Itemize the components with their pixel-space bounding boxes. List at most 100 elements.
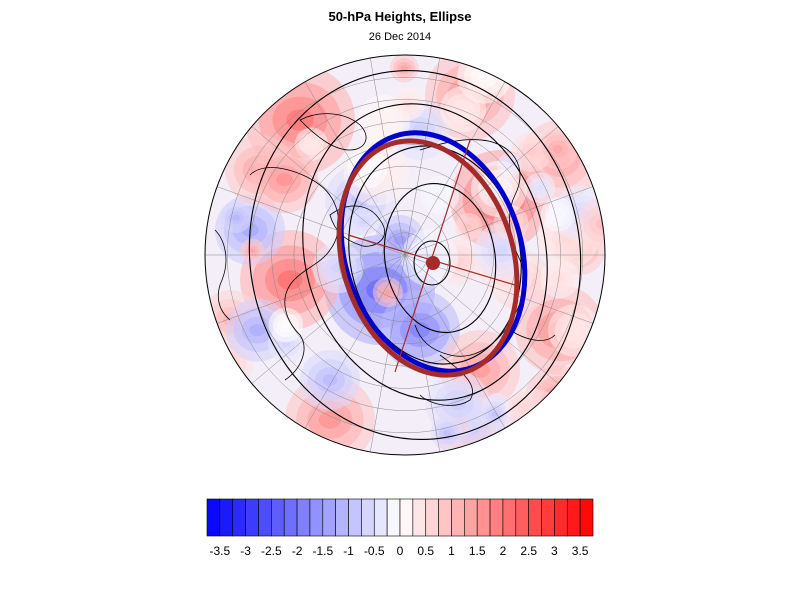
meridian bbox=[404, 254, 559, 384]
colorbar-box bbox=[476, 498, 491, 537]
anomaly-blob bbox=[477, 71, 491, 82]
meridian bbox=[370, 57, 406, 256]
anomaly-blob bbox=[232, 214, 240, 221]
anomaly-blob bbox=[307, 140, 316, 148]
colorbar-box bbox=[554, 498, 568, 537]
anomaly-blob bbox=[322, 374, 338, 386]
coastline bbox=[214, 229, 231, 321]
meridian bbox=[304, 254, 406, 429]
height-contour bbox=[302, 103, 548, 401]
colorbar-box bbox=[541, 498, 555, 537]
colorbar-box bbox=[528, 498, 542, 537]
colorbar-box bbox=[322, 498, 336, 537]
colorbar-box bbox=[361, 498, 375, 537]
colorbar-tick-label: -2 bbox=[292, 544, 303, 558]
anomaly-blob bbox=[457, 104, 469, 114]
colorbar-box bbox=[335, 498, 349, 537]
colorbar-box bbox=[579, 498, 594, 537]
meridian bbox=[216, 186, 406, 256]
map-title: 50-hPa Heights, Ellipse bbox=[328, 9, 472, 24]
height-contour bbox=[383, 182, 497, 334]
colorbar-box bbox=[271, 498, 285, 537]
globe-outline bbox=[204, 54, 606, 456]
meridian bbox=[251, 126, 406, 256]
colorbar-labels: -3.5 -3 -2.5 -2 -1.5 -1 -0.5 0 0.5 1 1.5 2 2.5 3 3.5 bbox=[210, 544, 589, 558]
anomaly-blob bbox=[360, 218, 368, 225]
anomaly-blob bbox=[318, 411, 342, 429]
ellipse-fitted bbox=[336, 138, 520, 378]
colorbar-tick-label: -3 bbox=[240, 544, 251, 558]
colorbar-box bbox=[438, 498, 452, 537]
colorbar-box bbox=[232, 498, 246, 537]
colorbar-box bbox=[399, 498, 414, 537]
colorbar-box bbox=[219, 498, 234, 537]
colorbar-box bbox=[425, 498, 439, 537]
anomaly-blob bbox=[362, 164, 373, 173]
anomaly-blob bbox=[536, 184, 544, 191]
colorbar-box bbox=[373, 498, 388, 537]
colorbar-tick-label: 1 bbox=[448, 544, 455, 558]
colorbar-tick-label: 0 bbox=[397, 544, 404, 558]
colorbar-tick-label: -1.5 bbox=[312, 544, 333, 558]
colorbar-box bbox=[283, 498, 298, 537]
coastline bbox=[419, 354, 473, 406]
colorbar-box bbox=[502, 498, 517, 537]
colorbar-box bbox=[206, 498, 221, 537]
colorbar-tick-label: 2.5 bbox=[520, 544, 537, 558]
colorbar-tick-label: -2.5 bbox=[261, 544, 282, 558]
colorbar-box bbox=[348, 498, 362, 537]
colorbar-tick-label: 3 bbox=[551, 544, 558, 558]
colorbar-tick-label: 0.5 bbox=[417, 544, 434, 558]
meridian bbox=[404, 254, 506, 429]
meridian bbox=[404, 57, 440, 256]
height-contour bbox=[248, 70, 582, 440]
colorbar-box bbox=[464, 498, 478, 537]
map-subtitle: 26 Dec 2014 bbox=[368, 31, 432, 43]
colorbar-box bbox=[566, 498, 581, 537]
colorbar-tick-label: -0.5 bbox=[364, 544, 385, 558]
meridian bbox=[251, 254, 406, 384]
anomaly-blob bbox=[526, 147, 537, 156]
anomaly-blob bbox=[384, 289, 392, 296]
globe bbox=[205, 55, 605, 455]
colorbar-tick-label: -3.5 bbox=[210, 544, 231, 558]
colorbar-box bbox=[386, 498, 401, 537]
anomaly-blob bbox=[277, 270, 303, 290]
anomaly-blob bbox=[249, 324, 266, 337]
meridian bbox=[370, 254, 406, 453]
colorbar-box bbox=[309, 498, 324, 537]
anomaly-blob bbox=[465, 224, 473, 230]
polar-map bbox=[204, 54, 606, 456]
colorbar-box bbox=[245, 498, 259, 537]
meridian bbox=[404, 254, 440, 453]
colorbar-box bbox=[296, 498, 311, 537]
height-contour bbox=[413, 240, 451, 286]
meridian bbox=[404, 126, 559, 256]
colorbar-box bbox=[489, 498, 504, 537]
colorbar-box bbox=[451, 498, 465, 537]
anomaly-blob bbox=[276, 173, 293, 187]
colorbar-box bbox=[412, 498, 427, 537]
anomaly-blob bbox=[552, 145, 563, 153]
anomaly-blob bbox=[281, 340, 291, 348]
colorbar-tick-label: 1.5 bbox=[469, 544, 486, 558]
anomaly-blob bbox=[442, 430, 452, 437]
ellipse-major-axis bbox=[394, 139, 471, 373]
colorbar-tick-label: 2 bbox=[500, 544, 507, 558]
colorbar-tick-label: -1 bbox=[343, 544, 354, 558]
anomaly-blob bbox=[393, 235, 407, 245]
colorbar-boxes bbox=[206, 498, 594, 537]
anomaly-blob bbox=[494, 245, 509, 256]
colorbar-box bbox=[258, 498, 272, 537]
coastline bbox=[414, 139, 525, 357]
anomaly-blob bbox=[449, 397, 467, 411]
anomaly-blob bbox=[567, 325, 581, 336]
meridian bbox=[404, 81, 506, 256]
ellipses bbox=[336, 130, 528, 378]
colorbar-box bbox=[515, 498, 529, 537]
colorbar-tick-label: 3.5 bbox=[572, 544, 589, 558]
coastline bbox=[249, 167, 339, 381]
anomaly-blob bbox=[249, 248, 256, 254]
anomaly-blob bbox=[554, 274, 565, 283]
